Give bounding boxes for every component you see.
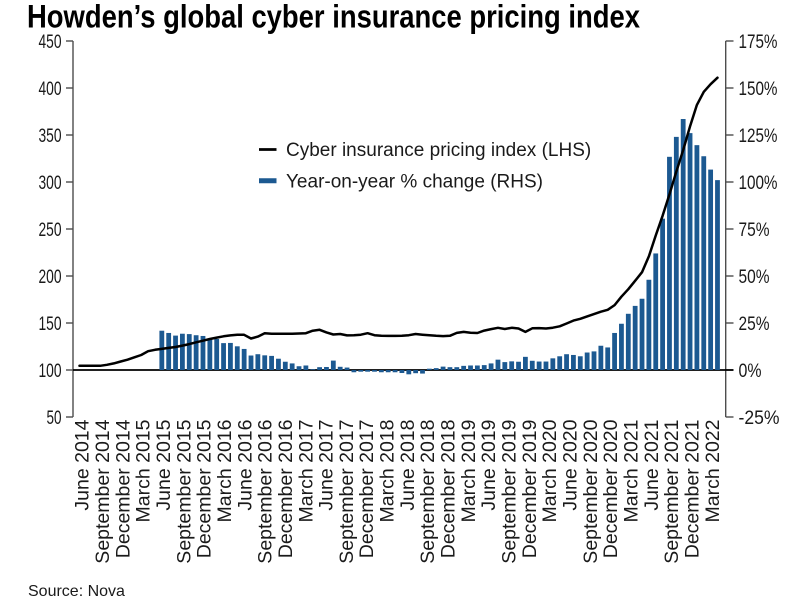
svg-text:March 2020: March 2020: [539, 419, 561, 522]
svg-text:June 2021: June 2021: [641, 420, 663, 511]
svg-text:Source: Nova: Source: Nova: [28, 583, 125, 600]
svg-text:June 2017: June 2017: [316, 420, 338, 511]
svg-text:December 2021: December 2021: [682, 420, 704, 559]
svg-text:400: 400: [39, 79, 62, 100]
svg-text:June 2014: June 2014: [72, 419, 94, 510]
svg-text:June 2020: June 2020: [560, 419, 582, 510]
svg-text:June 2019: June 2019: [478, 420, 500, 511]
svg-text:March 2019: March 2019: [458, 420, 480, 523]
svg-text:December 2016: December 2016: [275, 420, 297, 559]
svg-text:December 2020: December 2020: [600, 419, 622, 558]
svg-text:December 2015: December 2015: [194, 419, 216, 558]
svg-text:September 2021: September 2021: [661, 420, 683, 564]
svg-text:150%: 150%: [739, 79, 778, 100]
svg-text:September 2019: September 2019: [499, 420, 521, 564]
svg-text:September 2018: September 2018: [417, 420, 439, 564]
svg-text:December 2019: December 2019: [519, 420, 541, 559]
svg-text:25%: 25%: [739, 314, 770, 335]
svg-text:September 2015: September 2015: [173, 419, 195, 563]
svg-text:175%: 175%: [739, 32, 778, 53]
svg-text:100%: 100%: [739, 173, 778, 194]
svg-text:December 2018: December 2018: [438, 420, 460, 559]
svg-text:50%: 50%: [739, 267, 770, 288]
svg-text:75%: 75%: [739, 220, 770, 241]
svg-text:100: 100: [39, 361, 62, 382]
svg-text:June 2016: June 2016: [234, 420, 256, 511]
svg-text:March 2018: March 2018: [377, 420, 399, 523]
svg-text:250: 250: [39, 220, 62, 241]
svg-text:450: 450: [39, 32, 62, 53]
svg-text:March 2015: March 2015: [133, 419, 155, 522]
svg-text:300: 300: [39, 173, 62, 194]
svg-text:150: 150: [39, 314, 62, 335]
svg-text:September 2016: September 2016: [255, 420, 277, 564]
svg-text:June 2018: June 2018: [397, 420, 419, 511]
svg-text:March 2017: March 2017: [295, 420, 317, 523]
svg-text:125%: 125%: [739, 126, 778, 147]
svg-text:December 2014: December 2014: [112, 419, 134, 558]
svg-text:September 2014: September 2014: [92, 419, 114, 563]
svg-text:200: 200: [39, 267, 62, 288]
svg-text:-25%: -25%: [739, 408, 780, 429]
svg-text:Year-on-year % change (RHS): Year-on-year % change (RHS): [286, 171, 543, 192]
svg-text:March 2016: March 2016: [214, 420, 236, 523]
svg-text:June 2015: June 2015: [153, 419, 175, 510]
svg-text:September 2020: September 2020: [580, 419, 602, 563]
svg-text:Howden’s global cyber insuranc: Howden’s global cyber insurance pricing …: [27, 0, 640, 35]
svg-text:December 2017: December 2017: [356, 420, 378, 559]
svg-text:Cyber insurance pricing index: Cyber insurance pricing index (LHS): [286, 140, 591, 161]
svg-text:50: 50: [47, 408, 62, 429]
svg-text:March 2021: March 2021: [621, 420, 643, 523]
svg-text:March 2022: March 2022: [702, 420, 724, 523]
svg-text:0%: 0%: [739, 361, 762, 382]
svg-text:September 2017: September 2017: [336, 420, 358, 564]
svg-text:350: 350: [39, 126, 62, 147]
